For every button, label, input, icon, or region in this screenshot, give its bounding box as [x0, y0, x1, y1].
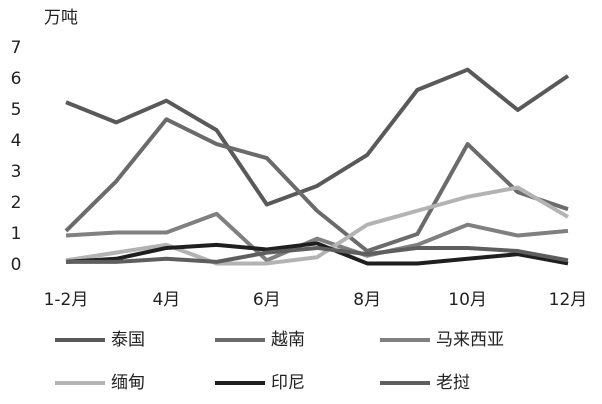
legend-label: 老挝 [436, 373, 470, 393]
series-line [64, 117, 569, 254]
series-line [66, 245, 569, 264]
x-tick-label: 12月 [549, 290, 588, 310]
legend-label: 泰国 [111, 330, 145, 350]
legend-label: 越南 [271, 330, 305, 350]
series-line [65, 185, 570, 266]
legend-label: 缅甸 [111, 373, 145, 393]
y-tick-label: 5 [11, 100, 22, 120]
y-tick-label: 0 [11, 255, 22, 275]
legend-label: 马来西亚 [436, 330, 504, 350]
series-line [65, 211, 569, 263]
x-tick-label: 8月 [353, 290, 381, 310]
x-tick-label: 6月 [253, 290, 281, 310]
y-axis-title: 万吨 [44, 8, 78, 28]
y-tick-label: 1 [11, 224, 22, 244]
y-tick-label: 4 [11, 131, 22, 151]
x-tick-label: 10月 [448, 290, 487, 310]
series-line [65, 67, 570, 207]
legend-label: 印尼 [271, 373, 305, 393]
x-tick-label: 1-2月 [44, 290, 89, 310]
y-tick-label: 3 [11, 162, 22, 182]
y-tick-label: 6 [11, 69, 22, 89]
y-tick-label: 7 [11, 38, 22, 58]
y-tick-label: 2 [11, 193, 22, 213]
x-tick-label: 4月 [152, 290, 180, 310]
series-line [65, 241, 569, 266]
